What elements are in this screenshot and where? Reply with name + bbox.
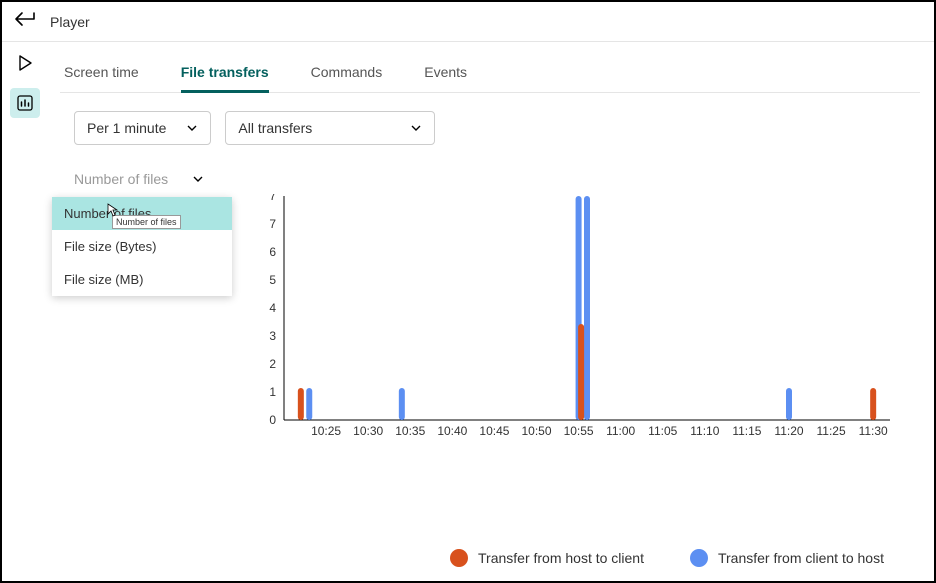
back-arrow-icon[interactable] [14, 11, 36, 32]
chevron-down-icon [186, 122, 198, 134]
left-rail [8, 48, 42, 118]
svg-text:11:00: 11:00 [606, 424, 635, 438]
svg-text:5: 5 [269, 273, 276, 287]
interval-select-value: Per 1 minute [87, 120, 166, 136]
svg-text:10:50: 10:50 [521, 424, 551, 438]
svg-text:11:05: 11:05 [648, 424, 677, 438]
dropdown-item-file-size-bytes[interactable]: File size (Bytes) [52, 230, 232, 263]
metric-select-row: Number of files Number of files Number o… [60, 171, 920, 187]
chart-legend: Transfer from host to client Transfer fr… [450, 549, 920, 567]
svg-text:7: 7 [269, 217, 276, 231]
svg-text:10:35: 10:35 [395, 424, 425, 438]
svg-text:3: 3 [269, 329, 276, 343]
metric-select-placeholder: Number of files [74, 171, 168, 187]
svg-text:10:55: 10:55 [564, 424, 594, 438]
metric-dropdown: Number of files Number of files File siz… [52, 197, 232, 296]
legend-item-client-to-host: Transfer from client to host [690, 549, 884, 567]
svg-text:11:10: 11:10 [690, 424, 719, 438]
chevron-down-icon [410, 122, 422, 134]
header-bar: Player [2, 2, 934, 42]
tabs: Screen time File transfers Commands Even… [60, 56, 920, 93]
svg-text:10:40: 10:40 [437, 424, 467, 438]
page-title: Player [50, 14, 90, 30]
svg-text:10:45: 10:45 [479, 424, 509, 438]
tab-screen-time[interactable]: Screen time [64, 56, 139, 92]
svg-text:11:20: 11:20 [774, 424, 803, 438]
svg-text:6: 6 [269, 245, 276, 259]
svg-text:10:30: 10:30 [353, 424, 383, 438]
content-area: Screen time File transfers Commands Even… [60, 56, 920, 571]
legend-dot [450, 549, 468, 567]
svg-text:11:30: 11:30 [859, 424, 888, 438]
file-transfers-chart: 0 1 2 3 4 5 6 7 7 10:25 10:30 10:35 10:40 10:45 10:50 1… [256, 194, 896, 440]
svg-text:11:25: 11:25 [817, 424, 846, 438]
filter-select[interactable]: All transfers [225, 111, 435, 145]
tab-file-transfers[interactable]: File transfers [181, 56, 269, 92]
svg-text:2: 2 [269, 357, 276, 371]
metric-select[interactable]: Number of files [74, 171, 204, 187]
legend-label: Transfer from host to client [478, 550, 644, 566]
dropdown-tooltip: Number of files [112, 215, 181, 229]
cursor-icon [106, 203, 120, 217]
rail-play-button[interactable] [10, 48, 40, 78]
svg-text:4: 4 [269, 301, 276, 315]
legend-dot [690, 549, 708, 567]
svg-text:10:25: 10:25 [311, 424, 341, 438]
legend-item-host-to-client: Transfer from host to client [450, 549, 644, 567]
svg-text:0: 0 [269, 413, 276, 427]
svg-text:7: 7 [269, 194, 276, 203]
dropdown-item-file-size-mb[interactable]: File size (MB) [52, 263, 232, 296]
filter-select-value: All transfers [238, 120, 312, 136]
svg-text:11:15: 11:15 [732, 424, 761, 438]
chevron-down-icon [192, 173, 204, 185]
controls-row: Per 1 minute All transfers [60, 111, 920, 145]
legend-label: Transfer from client to host [718, 550, 884, 566]
dropdown-item-number-of-files[interactable]: Number of files Number of files [52, 197, 232, 230]
svg-text:1: 1 [269, 385, 276, 399]
interval-select[interactable]: Per 1 minute [74, 111, 211, 145]
tab-events[interactable]: Events [424, 56, 467, 92]
rail-analytics-button[interactable] [10, 88, 40, 118]
tab-commands[interactable]: Commands [311, 56, 383, 92]
